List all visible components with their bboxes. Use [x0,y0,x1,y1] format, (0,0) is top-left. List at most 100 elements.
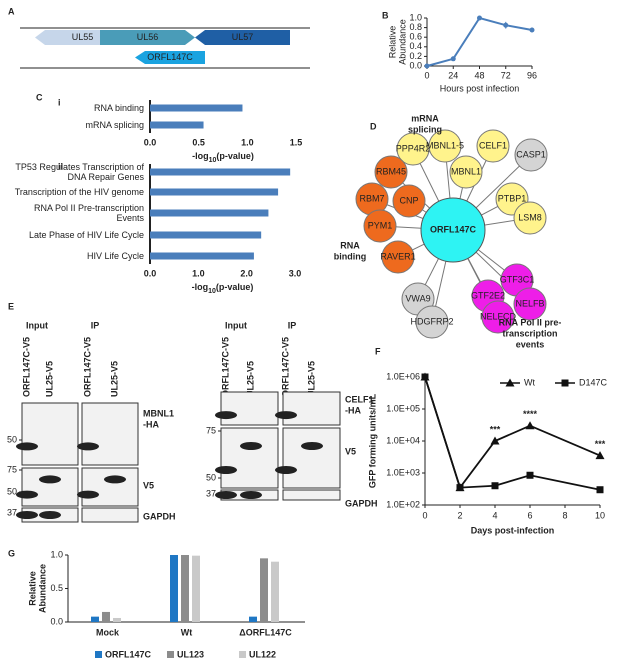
y-axis-label: GFP forming units/mL [367,393,377,488]
legend-label: ORFL147C [105,649,152,659]
point [450,56,456,62]
row-label: CELF1 [345,394,374,404]
x-axis-label-part: 10 [208,288,216,295]
group-label: splicing [408,124,442,134]
node-label: HDGFRP2 [410,316,453,326]
group-label: RNA Pol II pre- [499,317,562,327]
y-tick-label: 1.0E+05 [386,403,420,413]
y-tick-label: 0.2 [409,51,422,61]
band [77,490,99,499]
y-axis-label: Relative Abundance [27,564,47,613]
blot-box [282,427,341,489]
blot-box [220,427,279,489]
panel-label: E [8,301,14,311]
node [514,138,548,172]
band [39,475,61,484]
gene-label: ORFL147C [147,52,193,62]
line [426,16,533,67]
mw-marker: 37 [206,488,216,498]
y-tick-label: 1.0E+03 [386,467,420,477]
band [39,511,61,519]
blot-box [21,402,79,466]
node-label: CELF1 [479,140,507,150]
gene-arrow [195,30,290,45]
panel-label: C [36,92,43,102]
x-axis-label: Days post-infection [471,525,555,535]
mw-marker: 50 [206,472,216,482]
node-label: NELFCD [480,311,517,321]
y-tick-label: 1.0E+04 [386,435,420,445]
x-axis-label-part: (p-value) [216,151,254,161]
category-label: Transcription of the HIV genome [14,187,144,197]
band [275,466,297,474]
node [449,155,483,189]
bar [249,616,257,622]
lane-label: UL25-V5 [44,361,54,397]
node-label: VWA9 [405,293,430,303]
lane-label: ORFL147C-V5 [280,337,290,397]
node [481,300,515,334]
legend-label: Wt [524,377,535,387]
node [381,240,415,274]
node [374,155,408,189]
x-tick-label: 48 [474,70,484,80]
row-label: MBNL1 [143,408,174,418]
marker [491,482,499,490]
node-label: CASP1 [516,149,546,159]
gene-label: UL56 [137,32,159,42]
gene-arrow [100,30,195,45]
header: Input [26,320,48,330]
group-label: RNA [340,240,360,250]
annotation: **** [523,409,538,419]
x-tick-label: 1.0 [241,137,254,147]
node-label: GTF2E2 [471,290,505,300]
bar [150,104,243,112]
hub-label: ORFL147C [430,224,477,234]
marker [561,379,569,387]
band [16,442,38,451]
blot-box [21,467,79,507]
panel-label: B [382,10,389,20]
node [392,184,426,218]
marker [490,436,500,445]
bar [150,209,269,217]
panel-label: G [8,548,15,558]
legend-swatch [239,651,246,658]
node [415,305,449,339]
node-label: NELFB [515,298,544,308]
blot-box [81,467,139,507]
category-label: TP53 Regulates Transcription of DNA Repa… [15,162,144,182]
x-axis-label: Hours post infection [440,83,520,93]
node [513,201,547,235]
band [77,442,99,451]
row-label: -HA [345,405,361,415]
x-tick-label: 3.0 [289,268,302,278]
marker [595,451,605,460]
node-label: RBM7 [359,193,384,203]
x-axis-label-part: -log [192,282,209,292]
y-axis-label: Relative Abundance [387,19,407,65]
lane-label: ORFL147C-V5 [21,337,31,397]
y-axis-label-line: Abundance [397,19,407,65]
point [424,63,430,69]
group-label: transcription [502,328,557,338]
lane-label: ORFL147C-V5 [82,337,92,397]
gene-label: UL57 [232,32,254,42]
point [477,15,482,21]
node-label: MBNL1 [451,166,481,176]
lane-label: UL25-V5 [306,361,316,397]
x-tick-label: 0 [422,510,427,520]
bar [150,168,291,176]
x-axis-label: -log10(p-value) [192,282,254,294]
category-label: HIV Life Cycle [86,251,144,261]
x-tick-label: 0.0 [144,268,157,278]
bar [170,555,178,622]
mw-marker: 75 [7,464,17,474]
blot-box [81,402,139,466]
point [503,22,509,28]
band [215,466,237,474]
bar [260,558,268,622]
sub-label: i [58,97,61,107]
node-label: LSM8 [518,212,542,222]
